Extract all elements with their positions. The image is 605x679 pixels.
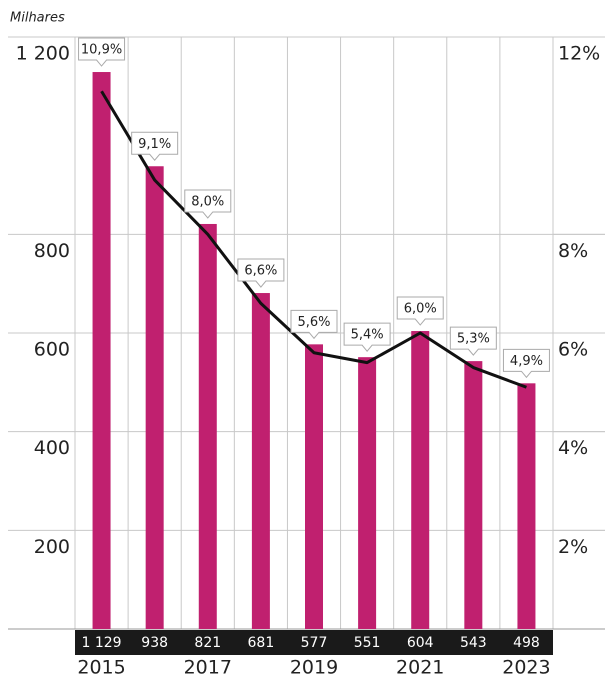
callout-label: 10,9%: [81, 43, 122, 58]
bar: [358, 357, 377, 629]
x-tick-label: 2017: [184, 657, 232, 679]
x-tick-label: 2021: [396, 657, 444, 679]
callout-box: [449, 326, 497, 356]
callout: 8,0%: [184, 189, 232, 219]
callout: 5,3%: [449, 326, 497, 356]
bar-value-label: 577: [301, 635, 328, 651]
bar-value-label: 681: [248, 635, 275, 651]
bar-value-label: 938: [141, 635, 168, 651]
callout-label: 4,9%: [510, 354, 543, 369]
callout-box: [396, 296, 444, 326]
callout-label: 9,1%: [138, 137, 171, 152]
callout: 10,9%: [78, 37, 126, 67]
y2-tick-label: 6%: [558, 339, 588, 361]
bar-value-label: 1 129: [82, 635, 122, 651]
callout-box: [131, 131, 179, 162]
bar-value-label: 604: [407, 635, 434, 651]
bar: [305, 344, 323, 629]
y-tick-label: 200: [34, 536, 70, 558]
x-tick-label: 2019: [290, 657, 338, 679]
y-tick-label: 800: [34, 240, 70, 262]
callout-box: [78, 37, 126, 67]
callout: 5,6%: [290, 309, 338, 340]
callout-label: 6,0%: [404, 302, 437, 317]
bar: [464, 361, 483, 629]
callout-box: [502, 348, 550, 379]
callout-box: [343, 322, 391, 352]
y-tick-label: 600: [34, 339, 70, 361]
y-unit-label: Milhares: [10, 11, 65, 26]
callout: 9,1%: [131, 131, 179, 162]
line: [100, 90, 527, 389]
bar: [251, 293, 270, 629]
callout: 6,0%: [396, 296, 444, 326]
bar-value-label: 551: [354, 635, 381, 651]
x-tick-label: 2023: [502, 657, 550, 679]
callout-label: 6,6%: [244, 264, 277, 279]
callout-label: 8,0%: [191, 194, 224, 209]
bar: [198, 223, 217, 629]
callout-box: [184, 189, 232, 219]
y2-tick-label: 4%: [558, 437, 588, 459]
y2-tick-label: 2%: [558, 536, 588, 558]
callout: 6,6%: [237, 258, 285, 288]
callout: 4,9%: [502, 348, 550, 379]
callout-label: 5,3%: [457, 332, 490, 347]
bar: [517, 383, 536, 629]
bar-value-label: 821: [194, 635, 221, 651]
x-tick-label: 2015: [77, 657, 125, 679]
y-tick-label: 400: [34, 437, 70, 459]
y2-tick-label: 12%: [558, 43, 600, 65]
callout-box: [290, 309, 338, 340]
bar: [411, 331, 430, 629]
bar: [145, 166, 164, 629]
callout-label: 5,6%: [297, 315, 330, 330]
callout-box: [237, 258, 285, 288]
y-tick-label: 1 200: [16, 43, 70, 65]
value-strip: [75, 630, 553, 655]
y2-tick-label: 8%: [558, 240, 588, 262]
bar-value-label: 543: [460, 635, 487, 651]
bar: [92, 72, 111, 629]
callout: 5,4%: [343, 322, 391, 352]
callout-label: 5,4%: [351, 328, 384, 343]
bar-value-label: 498: [513, 635, 540, 651]
